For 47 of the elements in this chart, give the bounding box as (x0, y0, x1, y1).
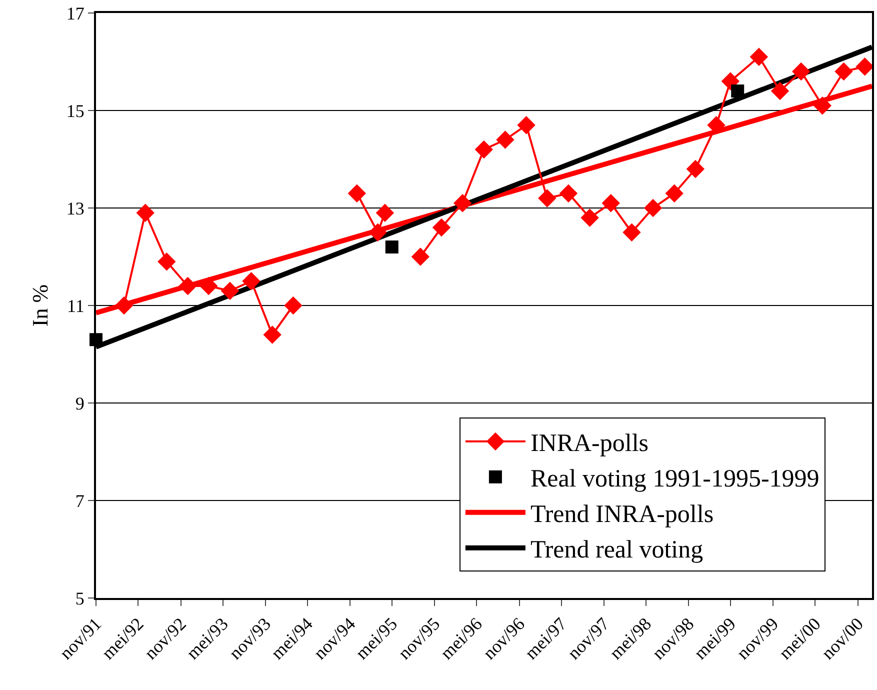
point (622, 223, 641, 242)
point (242, 272, 260, 290)
point (538, 189, 556, 208)
y-axis-title: In % (28, 284, 53, 327)
point (114, 296, 134, 315)
point (136, 204, 154, 222)
point (792, 62, 810, 81)
point (263, 326, 282, 344)
point (707, 116, 726, 134)
point (376, 204, 394, 222)
point (474, 140, 493, 159)
point (559, 184, 578, 202)
point (517, 116, 536, 134)
point (453, 194, 472, 212)
y-tick-label: 5 (75, 588, 84, 608)
y-tick-label: 17 (66, 3, 84, 24)
legend-label: Trend real voting (530, 536, 704, 564)
y-tick-label: 11 (67, 296, 84, 316)
point (686, 160, 705, 178)
point (348, 184, 366, 202)
point (834, 62, 853, 81)
y-tick-label: 15 (66, 100, 84, 121)
point (602, 194, 620, 212)
point (411, 248, 430, 266)
point (644, 198, 662, 218)
legend-label: Real voting 1991-1995-1999 (530, 466, 820, 493)
legend-label: Trend INRA-polls (530, 501, 714, 528)
point (770, 82, 790, 100)
point (750, 48, 768, 66)
y-tick-label: 9 (75, 393, 84, 414)
point (665, 184, 684, 202)
y-tick-label: 13 (66, 198, 84, 218)
point (856, 58, 874, 76)
point (385, 240, 398, 254)
point (200, 276, 218, 296)
point (432, 218, 451, 237)
point (813, 96, 832, 115)
point (721, 72, 740, 90)
point (731, 84, 744, 98)
point (158, 252, 176, 271)
point (580, 208, 599, 227)
point (220, 282, 240, 300)
point (178, 276, 197, 296)
point (284, 296, 302, 315)
y-tick-label: 7 (75, 490, 84, 511)
point (496, 130, 514, 149)
legend-label: INRA-polls (530, 430, 649, 458)
